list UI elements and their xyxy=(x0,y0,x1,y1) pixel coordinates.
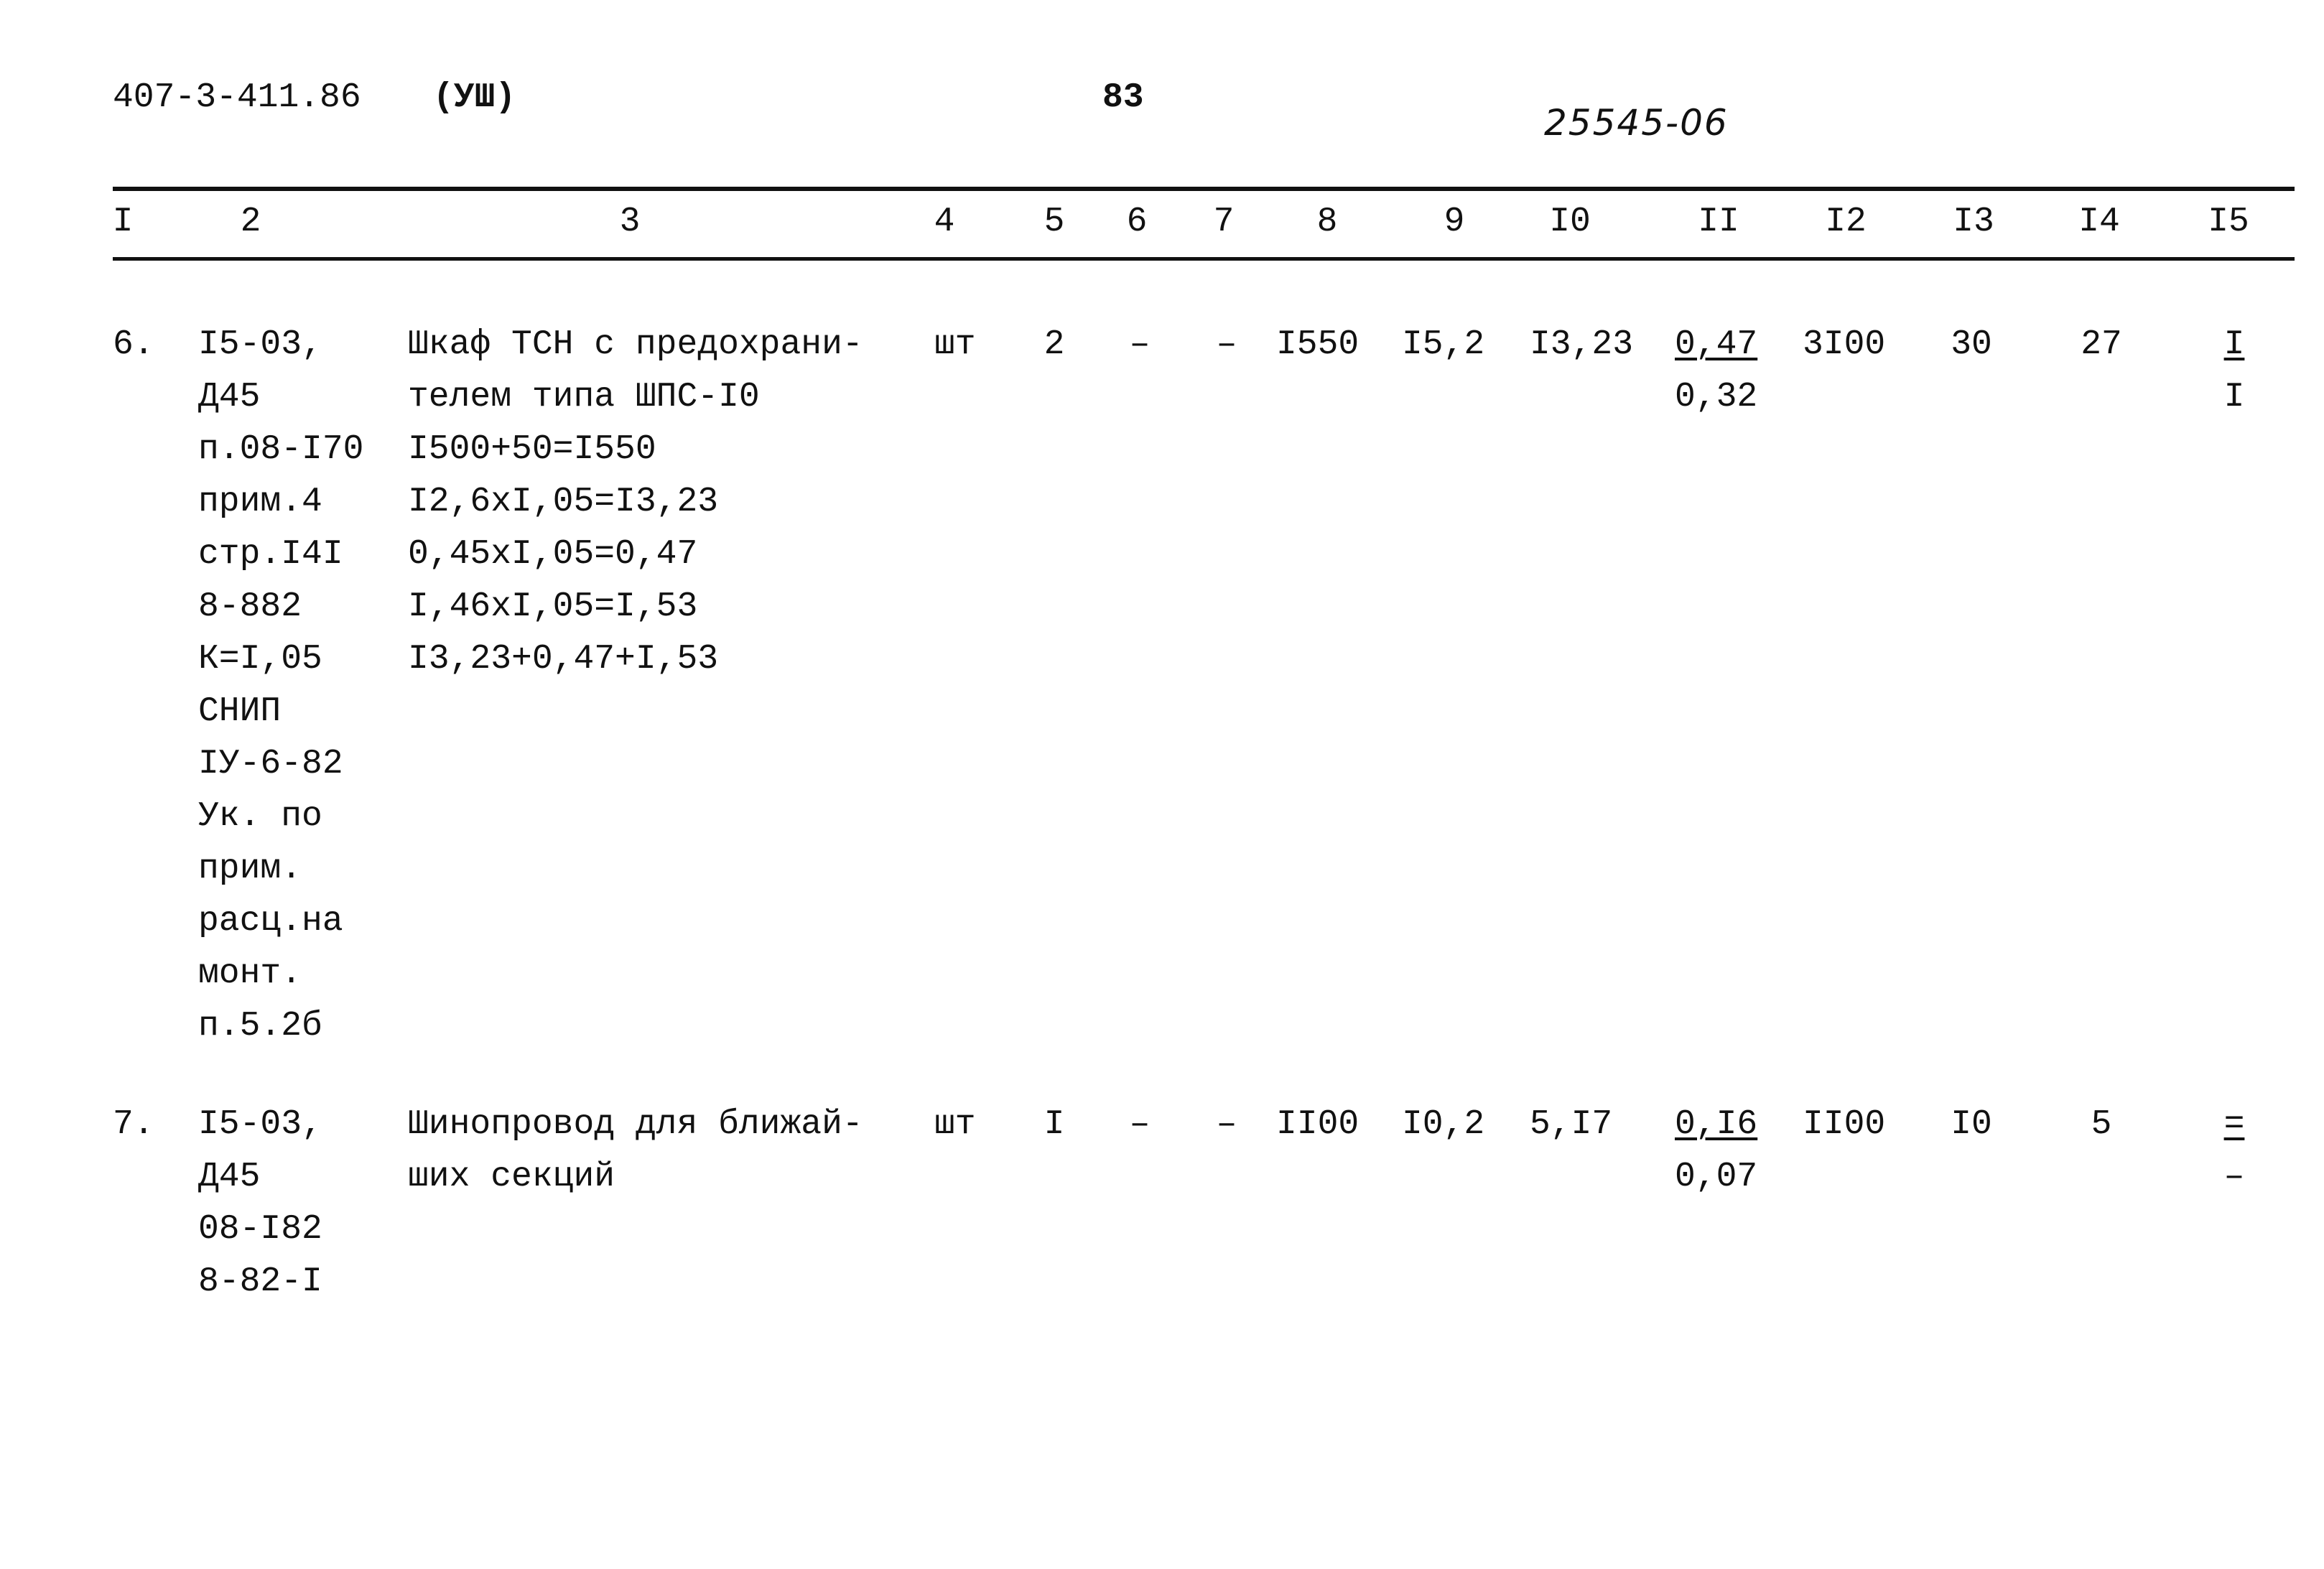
cell-text: монт. xyxy=(198,954,302,993)
cell-text: 0,47 xyxy=(1675,325,1758,364)
cell-text: I5-03, xyxy=(198,1105,322,1144)
column-number: II xyxy=(1698,202,1739,241)
cell-text: – xyxy=(1129,1105,1151,1144)
cell-text: телем типа ШПС-I0 xyxy=(408,378,760,416)
sheet: (УШ) xyxy=(433,78,516,117)
column-number: 9 xyxy=(1444,202,1465,241)
column-number: I0 xyxy=(1549,202,1591,241)
cell-text: I0 xyxy=(1951,1105,1992,1144)
cell-text: п.5.2б xyxy=(198,1007,322,1046)
cell-text: I xyxy=(2223,378,2245,416)
cell-text: шт xyxy=(934,1105,976,1144)
cell-text: расц.на xyxy=(198,902,343,941)
cell-text: 6. xyxy=(113,325,154,364)
stamp: 25545-06 xyxy=(1544,102,1729,144)
column-number: I5 xyxy=(2208,202,2249,241)
cell-text: 08-I82 xyxy=(198,1210,322,1249)
cell-text: I0,2 xyxy=(1402,1105,1485,1144)
cell-text: I500+50=I550 xyxy=(408,430,656,469)
cell-text: СНИП xyxy=(198,692,282,731)
rule xyxy=(113,187,2295,191)
cell-text: прим. xyxy=(198,849,302,888)
cell-text: Шкаф ТСН с предохрани- xyxy=(408,325,863,364)
cell-text: – xyxy=(1216,1105,1237,1144)
cell-text: = xyxy=(2223,1105,2245,1144)
cell-text: Шинопровод для ближай- xyxy=(408,1105,863,1144)
cell-text: I xyxy=(1044,1105,1065,1144)
cell-text: II00 xyxy=(1803,1105,1886,1144)
column-number: 5 xyxy=(1044,202,1065,241)
cell-text: II00 xyxy=(1276,1105,1359,1144)
cell-text: 30 xyxy=(1951,325,1992,364)
page-number: 83 xyxy=(1102,78,1144,117)
column-number: 2 xyxy=(240,202,261,241)
cell-text: I,46xI,05=I,53 xyxy=(408,587,698,626)
cell-text: I3,23+0,47+I,53 xyxy=(408,640,719,679)
cell-text: 0,07 xyxy=(1675,1158,1758,1196)
column-number: 6 xyxy=(1126,202,1148,241)
cell-text: 7. xyxy=(113,1105,154,1144)
cell-text: – xyxy=(2223,1158,2245,1196)
column-number: I2 xyxy=(1825,202,1867,241)
column-number: 8 xyxy=(1316,202,1338,241)
column-number: 3 xyxy=(619,202,641,241)
cell-text: I2,6xI,05=I3,23 xyxy=(408,483,719,521)
cell-text: I xyxy=(2223,325,2245,364)
cell-text: I550 xyxy=(1276,325,1359,364)
doc-code: 407-3-411.86 xyxy=(113,78,361,117)
cell-text: – xyxy=(1216,325,1237,364)
cell-text: 0,45xI,05=0,47 xyxy=(408,535,698,574)
cell-text: I5-03, xyxy=(198,325,322,364)
cell-text: I5,2 xyxy=(1402,325,1485,364)
column-number: 7 xyxy=(1213,202,1235,241)
cell-text: Д45 xyxy=(198,1158,261,1196)
column-number: I3 xyxy=(1953,202,1994,241)
cell-text: ших секций xyxy=(408,1158,615,1196)
column-number: I4 xyxy=(2078,202,2120,241)
cell-text: шт xyxy=(934,325,976,364)
cell-text: 0,32 xyxy=(1675,378,1758,416)
cell-text: 5,I7 xyxy=(1530,1105,1613,1144)
cell-text: 3I00 xyxy=(1803,325,1886,364)
column-number: I xyxy=(112,202,134,241)
cell-text: стр.I4I xyxy=(198,535,343,574)
column-number: 4 xyxy=(934,202,955,241)
cell-text: прим.4 xyxy=(198,483,322,521)
cell-text: 8-82-I xyxy=(198,1262,322,1301)
cell-text: – xyxy=(1129,325,1151,364)
cell-text: 5 xyxy=(2091,1105,2112,1144)
cell-text: IУ-6-82 xyxy=(198,745,343,783)
cell-text: 0,I6 xyxy=(1675,1105,1758,1144)
cell-text: I3,23 xyxy=(1530,325,1634,364)
cell-text: 8-882 xyxy=(198,587,302,626)
cell-text: 2 xyxy=(1044,325,1065,364)
cell-text: 27 xyxy=(2081,325,2122,364)
cell-text: Ук. по xyxy=(198,797,322,836)
cell-text: К=I,05 xyxy=(198,640,322,679)
cell-text: п.08-I70 xyxy=(198,430,364,469)
cell-text: Д45 xyxy=(198,378,261,416)
rule xyxy=(113,257,2295,261)
